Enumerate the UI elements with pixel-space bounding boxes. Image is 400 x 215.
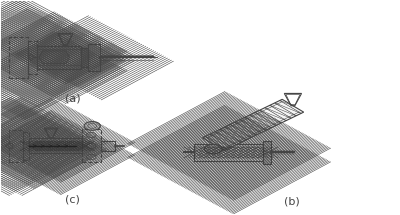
Text: (a): (a) bbox=[65, 94, 80, 104]
Bar bbox=[194, 144, 263, 161]
Polygon shape bbox=[28, 54, 34, 61]
Bar bbox=[37, 46, 81, 69]
Polygon shape bbox=[202, 99, 304, 150]
Bar bbox=[82, 129, 101, 163]
Bar bbox=[28, 41, 37, 74]
Bar bbox=[81, 48, 88, 67]
Bar bbox=[101, 141, 115, 151]
Circle shape bbox=[204, 144, 222, 154]
Text: (b): (b) bbox=[284, 197, 300, 206]
Circle shape bbox=[84, 122, 100, 130]
Polygon shape bbox=[5, 144, 13, 148]
Polygon shape bbox=[39, 51, 70, 64]
Bar bbox=[9, 37, 28, 78]
Bar bbox=[263, 141, 271, 164]
Bar bbox=[9, 130, 23, 162]
Bar bbox=[88, 44, 100, 71]
Text: (c): (c) bbox=[65, 194, 80, 204]
Bar bbox=[29, 138, 82, 154]
Bar bbox=[23, 132, 29, 160]
